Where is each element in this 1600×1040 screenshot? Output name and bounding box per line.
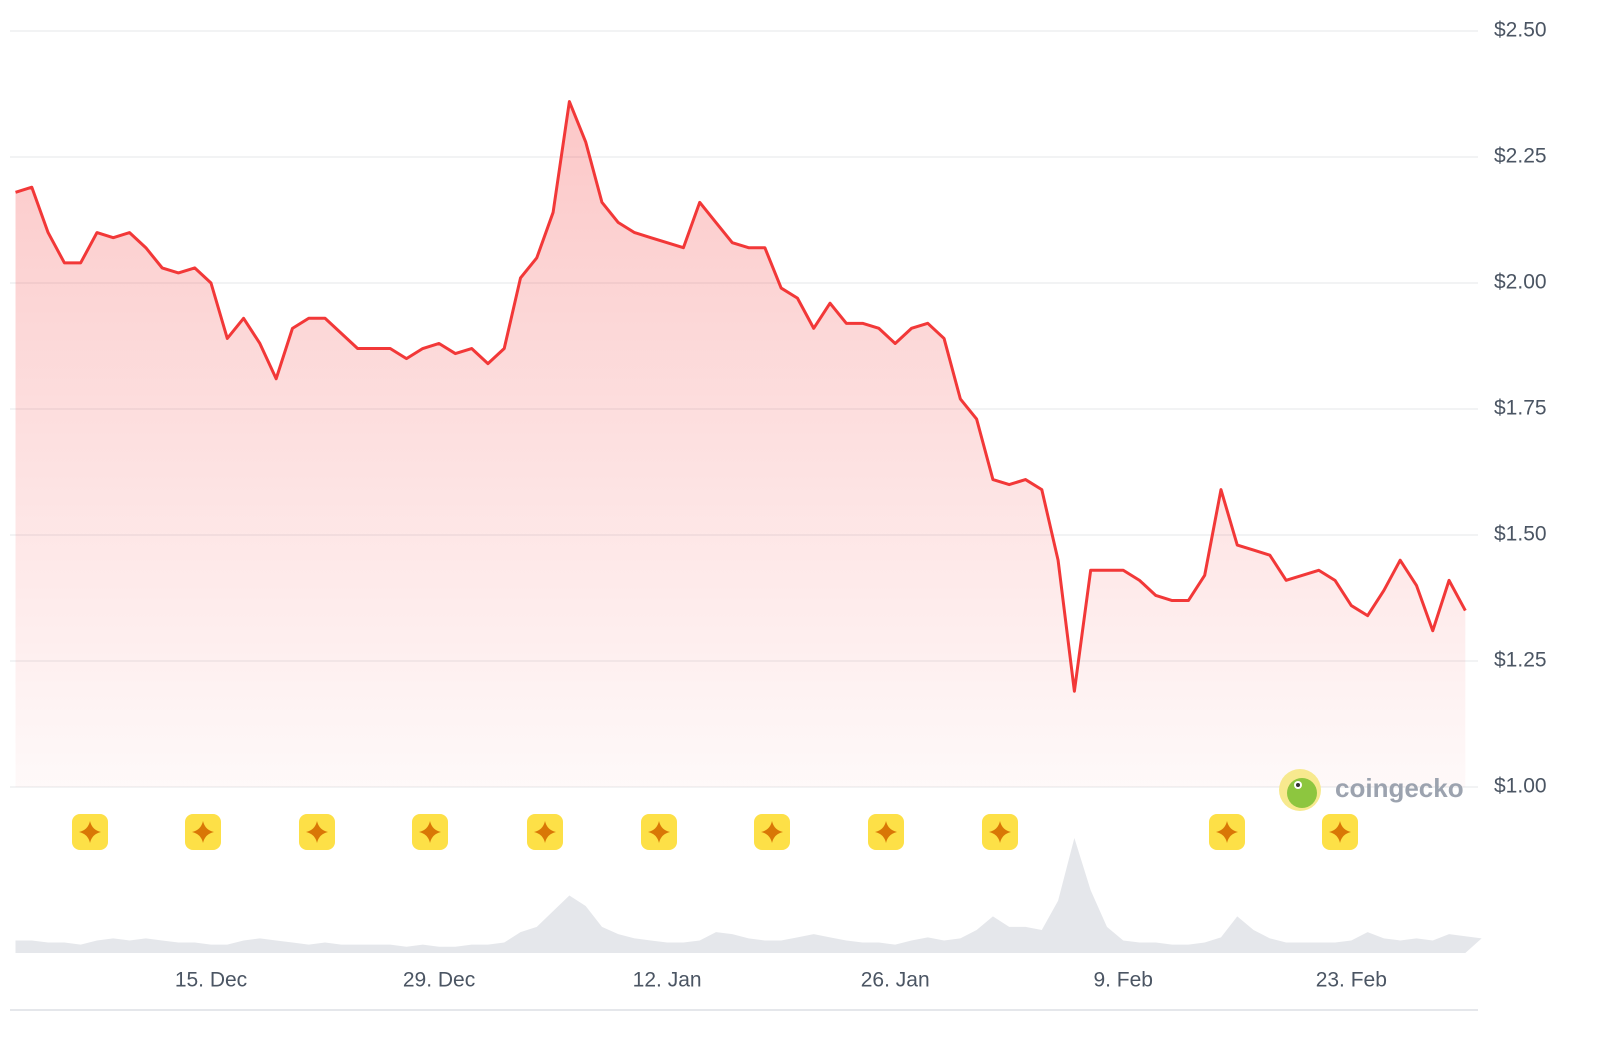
event-icon xyxy=(299,814,335,850)
x-tick-label: 12. Jan xyxy=(633,969,702,992)
y-tick-label: $2.50 xyxy=(1494,19,1547,42)
y-tick-label: $1.00 xyxy=(1494,775,1547,798)
price-area xyxy=(15,101,1466,787)
event-star xyxy=(79,821,101,843)
event-icon xyxy=(1322,814,1358,850)
watermark: coingecko xyxy=(1335,773,1464,803)
event-star xyxy=(989,821,1011,843)
y-tick-label: $1.75 xyxy=(1494,397,1547,420)
event-star xyxy=(1216,821,1238,843)
event-star xyxy=(192,821,214,843)
event-icon xyxy=(754,814,790,850)
x-tick-label: 26. Jan xyxy=(861,969,930,992)
x-tick-label: 29. Dec xyxy=(403,969,475,992)
event-star xyxy=(761,821,783,843)
event-icon xyxy=(527,814,563,850)
plot: $1.00 $1.25 $1.50 $1.75 $2.00 $2.25 $2.50 15. D… xyxy=(10,19,1547,992)
event-icon xyxy=(641,814,677,850)
event-icon xyxy=(72,814,108,850)
y-tick-label: $2.25 xyxy=(1494,145,1547,168)
event-star xyxy=(648,821,670,843)
price-line xyxy=(15,100,1467,693)
event-icon xyxy=(1209,814,1245,850)
x-tick-label: 9. Feb xyxy=(1093,969,1153,992)
event-icon xyxy=(185,814,221,850)
event-star xyxy=(875,821,897,843)
event-star xyxy=(1329,821,1351,843)
y-tick-label: $1.25 xyxy=(1494,649,1547,672)
event-icon xyxy=(982,814,1018,850)
x-tick-label: 15. Dec xyxy=(175,969,247,992)
event-star xyxy=(419,821,441,843)
event-star xyxy=(534,821,556,843)
event-icon xyxy=(868,814,904,850)
y-tick-label: $1.50 xyxy=(1494,523,1547,546)
y-tick-label: $2.00 xyxy=(1494,271,1547,294)
volume-area xyxy=(15,838,1482,953)
watermark-logo xyxy=(1279,769,1321,811)
event-star xyxy=(306,821,328,843)
x-tick-label: 23. Feb xyxy=(1316,969,1387,992)
event-icon xyxy=(412,814,448,850)
